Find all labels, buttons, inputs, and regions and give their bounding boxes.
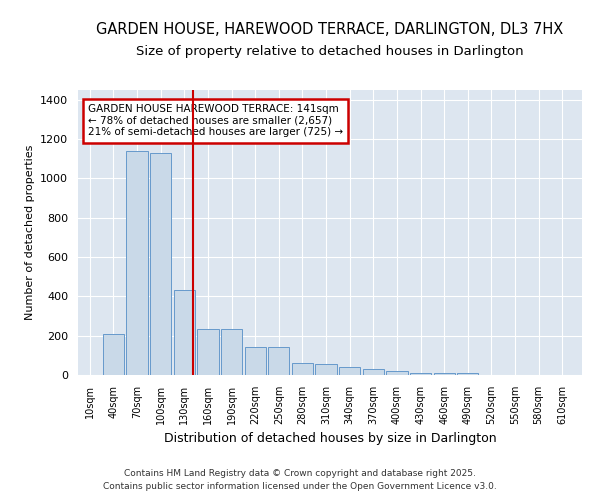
Text: Size of property relative to detached houses in Darlington: Size of property relative to detached ho… [136, 45, 524, 58]
Bar [339, 367, 361, 375]
Bar [127, 151, 148, 375]
Bar [197, 329, 218, 375]
Bar [268, 348, 289, 375]
Bar [386, 371, 407, 375]
Bar [245, 348, 266, 375]
X-axis label: Distribution of detached houses by size in Darlington: Distribution of detached houses by size … [164, 432, 496, 446]
Text: GARDEN HOUSE HAREWOOD TERRACE: 141sqm
← 78% of detached houses are smaller (2,65: GARDEN HOUSE HAREWOOD TERRACE: 141sqm ← … [88, 104, 343, 138]
Bar [150, 153, 172, 375]
Bar [434, 373, 455, 375]
Text: Contains public sector information licensed under the Open Government Licence v3: Contains public sector information licen… [103, 482, 497, 491]
Bar [316, 364, 337, 375]
Bar [103, 334, 124, 375]
Bar [221, 329, 242, 375]
Text: GARDEN HOUSE, HAREWOOD TERRACE, DARLINGTON, DL3 7HX: GARDEN HOUSE, HAREWOOD TERRACE, DARLINGT… [97, 22, 563, 38]
Bar [173, 290, 195, 375]
Bar [362, 369, 384, 375]
Bar [457, 373, 478, 375]
Bar [292, 363, 313, 375]
Text: Contains HM Land Registry data © Crown copyright and database right 2025.: Contains HM Land Registry data © Crown c… [124, 468, 476, 477]
Y-axis label: Number of detached properties: Number of detached properties [25, 145, 35, 320]
Bar [410, 373, 431, 375]
